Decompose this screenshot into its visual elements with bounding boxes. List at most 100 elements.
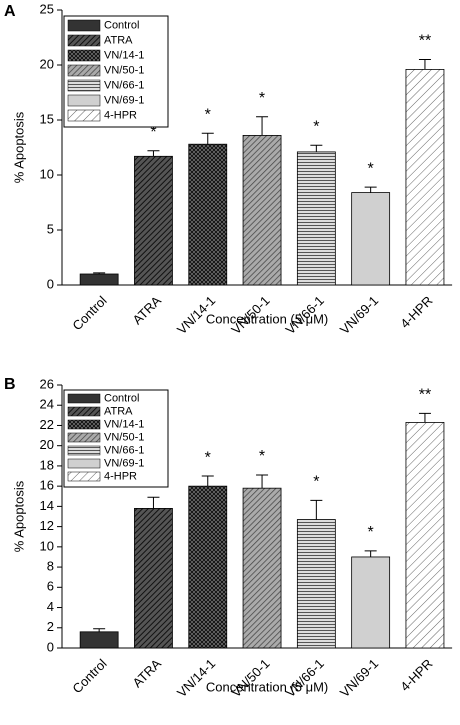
x-tick-label: 4-HPR bbox=[397, 293, 435, 331]
significance-label: * bbox=[368, 160, 374, 177]
bar bbox=[79, 631, 119, 649]
y-tick-label: 8 bbox=[47, 559, 54, 574]
significance-label: * bbox=[150, 124, 156, 141]
legend-label: VN/14-1 bbox=[104, 49, 144, 61]
bar bbox=[405, 69, 445, 286]
x-axis-label: Concentration (5 μM) bbox=[206, 679, 328, 694]
legend-swatch bbox=[67, 393, 101, 404]
legend-label: 4-HPR bbox=[104, 470, 137, 482]
legend-swatch bbox=[67, 471, 101, 482]
bar bbox=[242, 487, 282, 649]
error-bar bbox=[364, 550, 377, 557]
legend-label: VN/69-1 bbox=[104, 457, 144, 469]
y-axis-label: % Apoptosis bbox=[11, 111, 26, 183]
error-bar bbox=[364, 186, 377, 193]
legend-label: ATRA bbox=[104, 405, 133, 417]
y-tick-label: 16 bbox=[40, 478, 54, 493]
error-bar bbox=[147, 496, 160, 509]
y-tick-label: 24 bbox=[40, 397, 54, 412]
legend-label: Control bbox=[104, 392, 139, 404]
legend-swatch bbox=[67, 79, 101, 92]
error-bar bbox=[93, 272, 106, 274]
legend-swatch bbox=[67, 406, 101, 417]
significance-label: * bbox=[313, 474, 319, 491]
bar bbox=[351, 556, 391, 649]
legend-swatch bbox=[67, 419, 101, 430]
significance-label: ** bbox=[419, 387, 431, 404]
error-bar bbox=[201, 132, 214, 145]
error-bar bbox=[93, 628, 106, 632]
y-tick-label: 10 bbox=[40, 538, 54, 553]
error-bar bbox=[201, 475, 214, 487]
x-tick-label: VN/69-1 bbox=[337, 293, 381, 337]
bar bbox=[188, 143, 228, 286]
y-tick-label: 20 bbox=[40, 56, 54, 71]
x-tick-label: 4-HPR bbox=[397, 656, 435, 694]
significance-label: ** bbox=[419, 33, 431, 50]
significance-label: * bbox=[259, 448, 265, 465]
bar bbox=[296, 519, 336, 649]
y-tick-label: 5 bbox=[47, 221, 54, 236]
legend-label: VN/50-1 bbox=[104, 431, 144, 443]
significance-label: * bbox=[205, 449, 211, 466]
error-bar bbox=[418, 59, 431, 70]
x-tick-label: ATRA bbox=[130, 656, 165, 691]
y-tick-label: 26 bbox=[40, 376, 54, 391]
legend-label: VN/69-1 bbox=[104, 94, 144, 106]
x-tick-label: ATRA bbox=[130, 293, 165, 328]
significance-label: * bbox=[259, 90, 265, 107]
error-bar bbox=[256, 474, 269, 489]
legend-label: VN/66-1 bbox=[104, 79, 144, 91]
significance-label: * bbox=[313, 119, 319, 136]
error-bar bbox=[310, 144, 323, 152]
bar bbox=[79, 273, 119, 286]
x-tick-label: Control bbox=[69, 293, 109, 333]
legend-swatch bbox=[67, 445, 101, 456]
bar bbox=[134, 508, 173, 649]
error-bar bbox=[418, 412, 431, 423]
y-tick-label: 12 bbox=[40, 518, 54, 533]
legend-swatch bbox=[67, 64, 101, 77]
panel-letter: A bbox=[4, 3, 16, 20]
legend-label: 4-HPR bbox=[104, 109, 137, 121]
legend-swatch bbox=[67, 34, 101, 47]
legend-swatch bbox=[67, 109, 101, 122]
error-bar bbox=[310, 499, 323, 520]
y-tick-label: 6 bbox=[47, 579, 54, 594]
y-tick-label: 18 bbox=[40, 457, 54, 472]
y-tick-label: 14 bbox=[40, 498, 54, 513]
legend-swatch bbox=[67, 432, 101, 443]
bar bbox=[242, 134, 282, 286]
x-tick-label: VN/69-1 bbox=[337, 656, 381, 700]
legend-label: VN/14-1 bbox=[104, 418, 144, 430]
y-tick-label: 20 bbox=[40, 437, 54, 452]
y-tick-label: 4 bbox=[47, 599, 54, 614]
legend-label: Control bbox=[104, 19, 139, 31]
y-axis-label: % Apoptosis bbox=[11, 480, 26, 552]
bar bbox=[351, 192, 391, 286]
legend-label: VN/50-1 bbox=[104, 64, 144, 76]
bar bbox=[134, 155, 173, 286]
y-tick-label: 25 bbox=[40, 1, 54, 16]
error-bar bbox=[256, 116, 269, 136]
bar bbox=[296, 151, 336, 286]
legend-label: VN/66-1 bbox=[104, 444, 144, 456]
significance-label: * bbox=[368, 524, 374, 541]
panel-letter: B bbox=[4, 376, 16, 393]
legend-swatch bbox=[67, 458, 101, 469]
x-tick-label: Control bbox=[69, 656, 109, 696]
y-tick-label: 22 bbox=[40, 417, 54, 432]
legend-swatch bbox=[67, 49, 101, 62]
y-tick-label: 0 bbox=[47, 276, 54, 291]
legend-label: ATRA bbox=[104, 34, 133, 46]
legend-swatch bbox=[67, 94, 101, 107]
bar bbox=[188, 485, 228, 649]
legend-swatch bbox=[67, 19, 101, 32]
x-axis-label: Concentration (5 μM) bbox=[206, 311, 328, 326]
y-tick-label: 15 bbox=[40, 111, 54, 126]
y-tick-label: 2 bbox=[47, 619, 54, 634]
error-bar bbox=[147, 150, 160, 157]
y-tick-label: 10 bbox=[40, 166, 54, 181]
significance-label: * bbox=[205, 106, 211, 123]
